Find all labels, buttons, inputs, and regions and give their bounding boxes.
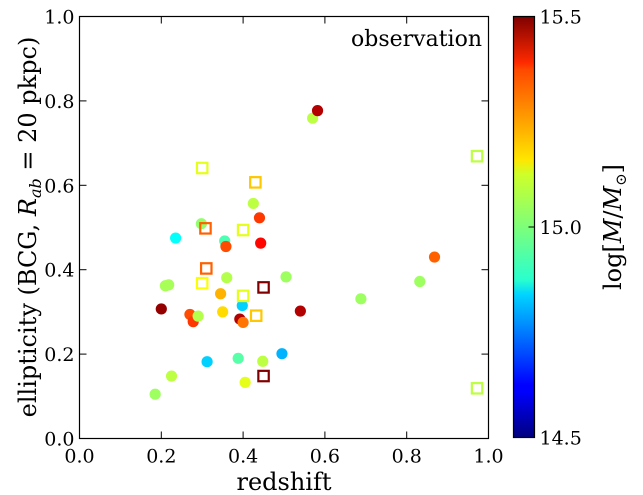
data-point-circle [201, 356, 213, 368]
data-point-circle [294, 305, 306, 317]
y-tick-label: 0.6 [44, 175, 74, 197]
observation-annotation: observation [351, 27, 482, 52]
y-axis-label-var: R [14, 198, 42, 217]
data-point-circle [155, 303, 167, 315]
data-point-circle [163, 279, 175, 291]
x-tick-label: 1.0 [473, 446, 503, 468]
y-tick-label: 0.4 [44, 260, 74, 282]
data-point-circle [236, 299, 248, 312]
data-point-circle [276, 348, 288, 360]
x-axis-label: redshift [236, 468, 331, 495]
colorbar-label-m2: M [599, 185, 627, 212]
x-tick-label: 0.6 [310, 446, 340, 468]
y-axis-label-suffix: = 20 pkpc) [14, 37, 42, 179]
data-point-square [257, 369, 270, 383]
data-point-square [236, 223, 250, 237]
data-point-circle [414, 275, 426, 288]
x-tick-label: 0.4 [228, 446, 258, 468]
colorbar-label-slash: / [599, 210, 627, 219]
colorbar-tick-label: 15.0 [540, 217, 582, 239]
data-point-square [195, 276, 209, 290]
data-point-circle [239, 376, 251, 388]
data-point-square [195, 161, 209, 175]
data-point-circle [232, 352, 244, 364]
data-point-circle [255, 237, 267, 249]
data-point-circle [220, 240, 232, 253]
data-point-square [257, 281, 270, 294]
scatter-markers [149, 105, 484, 400]
data-point-circle [217, 306, 229, 318]
colorbar-label: log[M/M⊙] [599, 164, 630, 290]
x-tick-label: 0.8 [392, 446, 422, 468]
data-point-square [249, 176, 262, 189]
data-point-circle [355, 293, 367, 305]
x-tick-label: 0.2 [146, 446, 176, 468]
data-point-square [199, 222, 212, 235]
y-axis-label-sub: ab [26, 178, 45, 198]
data-point-circle [192, 310, 204, 322]
data-point-circle [215, 288, 227, 300]
colorbar-ticks: 14.5 15.0 15.5 [528, 7, 582, 450]
data-point-square [470, 381, 484, 395]
data-point-circle [237, 316, 249, 329]
data-point-square [470, 149, 484, 163]
data-point-circle [170, 232, 182, 244]
x-tick-label: 0.0 [64, 446, 94, 468]
data-point-circle [257, 355, 269, 367]
data-point-circle [428, 251, 441, 263]
data-point-square [199, 262, 213, 275]
y-tick-label: 1.0 [44, 7, 74, 29]
data-point-circle [247, 197, 259, 210]
colorbar: 14.515.015.5 log[M/M⊙] [512, 7, 630, 450]
y-tick-label: 0.8 [44, 91, 74, 113]
plot-frame [78, 15, 490, 440]
y-tick-label: 0.2 [44, 344, 74, 366]
data-point-circle [165, 370, 178, 382]
colorbar-label-open: log[ [599, 243, 627, 290]
y-axis-label-prefix: ellipticity (BCG, [14, 216, 42, 417]
data-point-square [249, 309, 263, 322]
colorbar-label-sun: ⊙ [612, 173, 630, 186]
colorbar-tick-label: 14.5 [540, 428, 582, 450]
colorbar-label-close: ] [599, 164, 627, 173]
y-axis-label: ellipticity (BCG, Rab = 20 pkpc) [14, 37, 45, 418]
data-point-circle [280, 271, 292, 283]
data-point-square [236, 289, 250, 303]
data-point-circle [221, 272, 233, 284]
data-point-circle [311, 105, 324, 117]
colorbar-tick-label: 15.5 [540, 7, 582, 29]
data-point-circle [253, 212, 266, 224]
plot-area: 0.0 0.2 0.4 0.6 0.8 1.0 0.0 0.2 0.4 0.6 0.8 1.0 ob… [44, 7, 503, 468]
data-point-circle [149, 388, 161, 400]
colorbar-label-m1: M [599, 217, 627, 244]
y-axis-ticks: 0.0 0.2 0.4 0.6 0.8 1.0 [44, 7, 489, 451]
y-tick-label: 0.0 [44, 429, 74, 451]
x-axis-ticks: 0.0 0.2 0.4 0.6 0.8 1.0 [64, 16, 504, 468]
